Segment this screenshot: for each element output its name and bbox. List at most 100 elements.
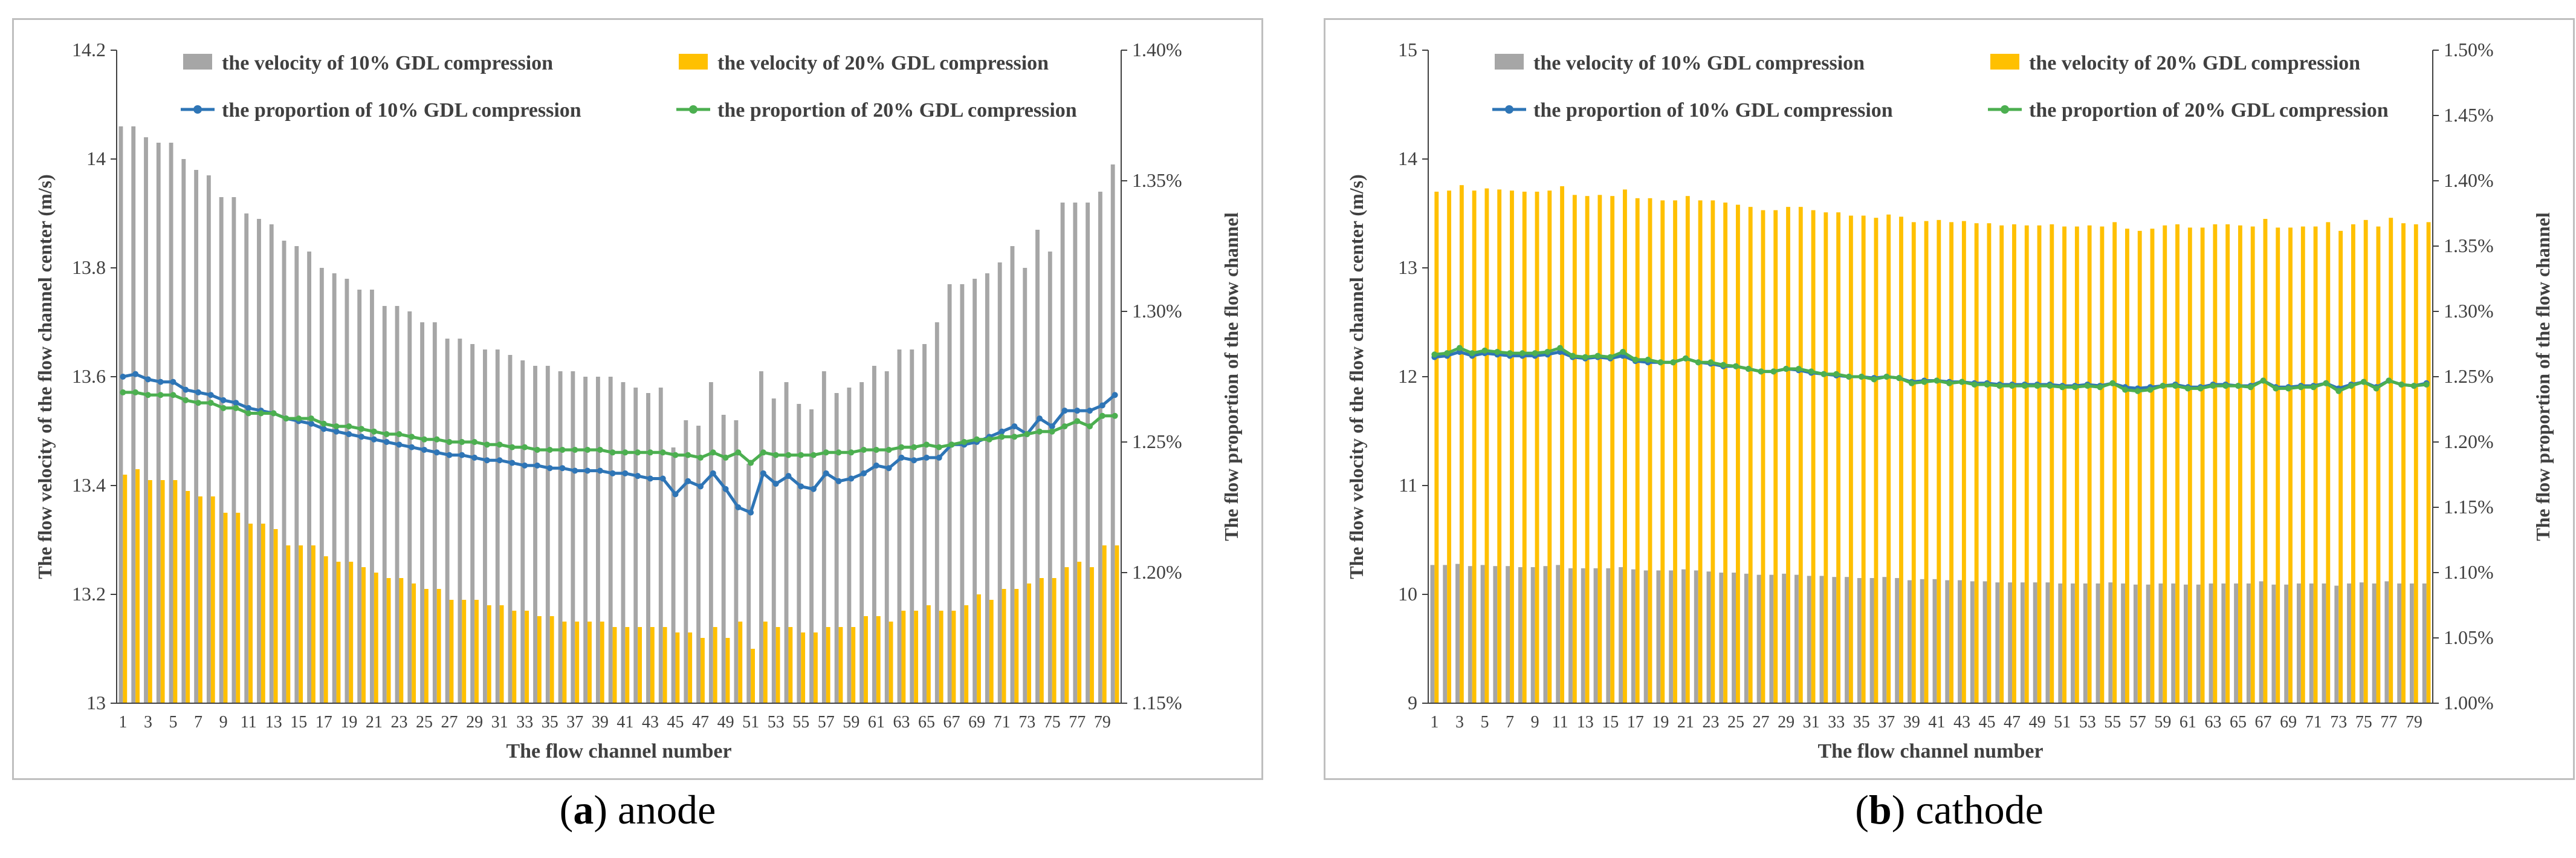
point-20pct-proportion	[296, 415, 302, 422]
bar-20pct-velocity	[349, 562, 354, 703]
point-20pct-proportion	[1456, 345, 1463, 351]
x-tick-label: 77	[2380, 713, 2397, 732]
point-20pct-proportion	[685, 452, 691, 458]
bar-10pct-velocity	[2121, 583, 2126, 703]
point-10pct-proportion	[383, 439, 390, 445]
bar-10pct-velocity	[470, 344, 475, 703]
point-10pct-proportion	[760, 470, 766, 476]
bar-10pct-velocity	[2284, 584, 2289, 703]
bar-20pct-velocity	[2326, 222, 2331, 703]
point-20pct-proportion	[220, 405, 227, 411]
bar-20pct-velocity	[876, 616, 881, 703]
bar-20pct-velocity	[977, 594, 981, 703]
bar-20pct-velocity	[851, 627, 856, 703]
bar-20pct-velocity	[600, 622, 604, 703]
bar-10pct-velocity	[1995, 582, 2000, 703]
legend-swatch	[1990, 54, 2019, 70]
bar-20pct-velocity	[186, 491, 190, 703]
legend-label: the proportion of 20% GDL compression	[2029, 99, 2389, 122]
y2-tick-label: 1.10%	[2444, 561, 2494, 583]
bar-10pct-velocity	[156, 143, 161, 703]
bar-10pct-velocity	[947, 284, 952, 703]
bar-20pct-velocity	[1522, 192, 1527, 703]
point-10pct-proportion	[396, 441, 403, 448]
point-20pct-proportion	[2184, 385, 2191, 392]
bar-10pct-velocity	[960, 284, 965, 703]
point-20pct-proportion	[597, 446, 603, 453]
bar-10pct-velocity	[1023, 268, 1027, 703]
bar-10pct-velocity	[1706, 571, 1711, 703]
bar-10pct-velocity	[2108, 582, 2113, 703]
bar-20pct-velocity	[926, 605, 931, 703]
bar-10pct-velocity	[1732, 573, 1736, 703]
caption-letter: b	[1868, 787, 1892, 833]
point-20pct-proportion	[2423, 381, 2430, 388]
point-20pct-proportion	[659, 449, 666, 456]
bar-20pct-velocity	[311, 545, 316, 703]
bar-20pct-velocity	[1673, 200, 1677, 703]
bar-20pct-velocity	[2200, 227, 2205, 703]
x-axis-title: The flow channel number	[1817, 740, 2043, 762]
x-tick-label: 3	[1455, 713, 1464, 732]
bar-20pct-velocity	[1459, 185, 1464, 703]
x-tick-label: 39	[592, 713, 609, 732]
bar-20pct-velocity	[2024, 225, 2029, 703]
bar-20pct-velocity	[2074, 226, 2079, 704]
point-10pct-proportion	[509, 460, 516, 466]
bar-20pct-velocity	[1447, 190, 1452, 703]
bar-10pct-velocity	[1468, 566, 1472, 703]
point-20pct-proportion	[2122, 386, 2129, 393]
bar-20pct-velocity	[537, 616, 542, 703]
bar-10pct-velocity	[1455, 564, 1460, 703]
point-20pct-proportion	[522, 444, 528, 450]
point-20pct-proportion	[735, 449, 742, 456]
point-20pct-proportion	[2059, 384, 2066, 391]
point-10pct-proportion	[409, 444, 415, 450]
point-20pct-proportion	[923, 441, 930, 448]
bar-20pct-velocity	[2363, 219, 2368, 703]
bar-10pct-velocity	[219, 197, 224, 703]
bar-10pct-velocity	[1756, 574, 1761, 703]
bar-10pct-velocity	[1643, 570, 1648, 703]
x-tick-label: 49	[717, 713, 734, 732]
bar-10pct-velocity	[897, 349, 902, 703]
x-tick-label: 77	[1069, 713, 1086, 732]
bar-10pct-velocity	[2171, 583, 2176, 703]
bar-10pct-velocity	[1506, 566, 1510, 703]
x-tick-label: 29	[466, 713, 483, 732]
x-tick-label: 33	[516, 713, 533, 732]
bar-20pct-velocity	[173, 480, 178, 703]
bar-10pct-velocity	[2008, 582, 2013, 703]
bar-20pct-velocity	[701, 638, 705, 703]
bar-10pct-velocity	[420, 322, 424, 703]
point-20pct-proportion	[195, 400, 202, 406]
x-tick-label: 41	[616, 713, 633, 732]
bar-20pct-velocity	[2213, 224, 2218, 703]
bar-20pct-velocity	[1535, 192, 1539, 703]
bar-10pct-velocity	[2334, 585, 2339, 703]
bar-20pct-velocity	[1961, 221, 1966, 704]
bar-10pct-velocity	[2221, 583, 2226, 703]
point-20pct-proportion	[358, 426, 365, 432]
point-20pct-proportion	[998, 434, 1005, 440]
point-20pct-proportion	[1795, 366, 1802, 372]
point-10pct-proportion	[1099, 402, 1105, 409]
x-tick-label: 43	[642, 713, 659, 732]
y2-tick-label: 1.15%	[1132, 692, 1182, 713]
bar-10pct-velocity	[1430, 565, 1435, 703]
bar-20pct-velocity	[1987, 223, 1992, 703]
bar-10pct-velocity	[1530, 567, 1535, 703]
point-10pct-proportion	[811, 486, 817, 492]
point-10pct-proportion	[522, 462, 528, 469]
x-tick-label: 9	[1531, 713, 1539, 732]
chart-panel-anode: 13 13.2 13.4 13.6 13.8 14 14.2 1.15% 1.20% 1.25% 1…	[12, 18, 1263, 780]
point-20pct-proportion	[1883, 374, 1890, 380]
bar-10pct-velocity	[1970, 581, 1975, 703]
bar-10pct-velocity	[1794, 574, 1799, 703]
point-20pct-proportion	[433, 436, 440, 443]
point-20pct-proportion	[936, 444, 942, 450]
y-tick-label: 13.4	[72, 474, 106, 496]
bar-10pct-velocity	[934, 322, 939, 703]
point-20pct-proportion	[647, 449, 653, 456]
bar-20pct-velocity	[625, 627, 630, 703]
